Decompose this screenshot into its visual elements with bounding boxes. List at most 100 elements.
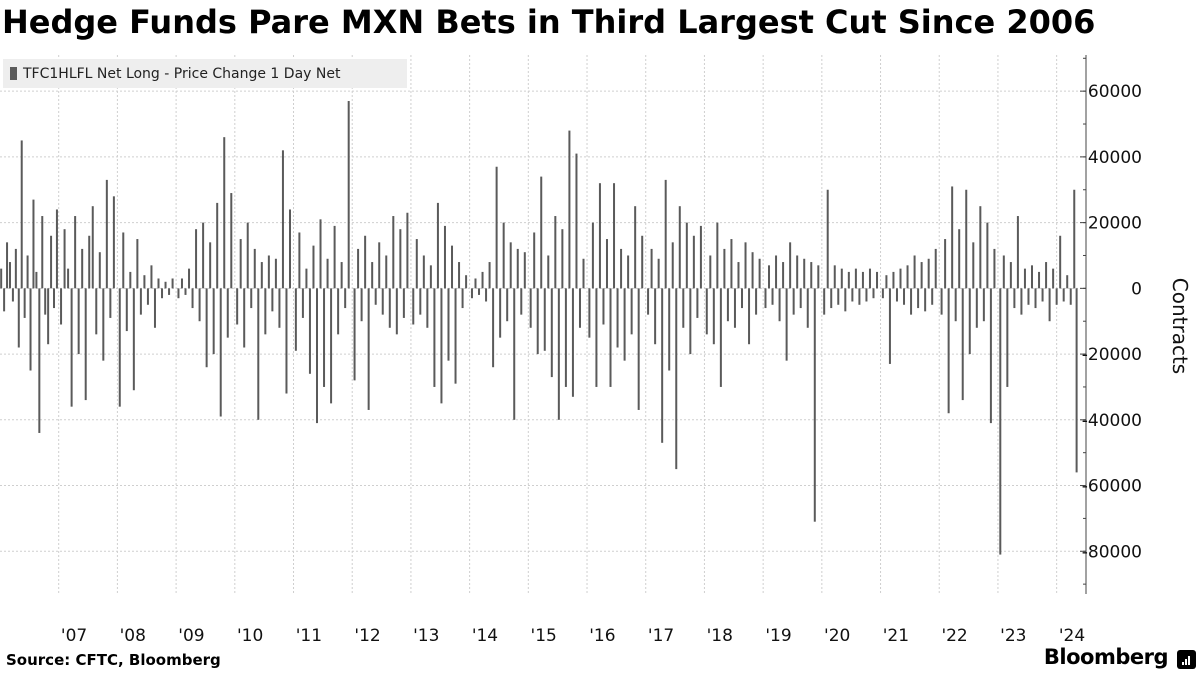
bar <box>371 262 374 289</box>
bar <box>1052 268 1055 289</box>
bar <box>367 288 370 410</box>
x-tick-label: '09 <box>178 626 204 646</box>
bar <box>516 248 519 289</box>
bar <box>529 288 532 328</box>
bar <box>881 288 884 299</box>
bar <box>41 216 44 289</box>
bar <box>726 288 729 322</box>
bar <box>112 196 115 289</box>
y-tick-label: -20000 <box>1082 345 1142 365</box>
bar <box>312 245 315 289</box>
bar <box>506 288 509 322</box>
bar <box>650 248 653 289</box>
bar <box>315 288 318 424</box>
bar <box>588 288 591 338</box>
bar <box>478 288 481 295</box>
bar <box>668 288 671 371</box>
bar <box>613 183 616 289</box>
bar <box>513 288 516 420</box>
bar <box>623 288 626 361</box>
bar <box>920 262 923 289</box>
bar <box>451 245 454 289</box>
bar <box>865 288 868 302</box>
bar <box>492 288 495 368</box>
bar <box>161 288 164 299</box>
bar <box>164 281 167 289</box>
bar <box>899 268 902 289</box>
bar <box>67 268 70 289</box>
bar <box>598 183 601 289</box>
bar <box>288 209 291 289</box>
x-tick-label: '23 <box>1000 626 1026 646</box>
bar <box>447 288 450 361</box>
bar <box>364 235 367 289</box>
bar <box>243 288 246 348</box>
bar <box>692 235 695 289</box>
bar <box>1030 265 1033 289</box>
bar <box>139 288 142 315</box>
bar <box>330 288 333 404</box>
bar <box>257 288 260 420</box>
bar <box>23 288 26 318</box>
bar <box>239 239 242 289</box>
bar <box>436 202 439 289</box>
bar <box>1062 288 1065 302</box>
x-tick-label: '16 <box>589 626 615 646</box>
bar <box>406 212 409 289</box>
bar <box>888 288 891 364</box>
bar <box>385 255 388 289</box>
bar <box>1038 271 1041 289</box>
bar <box>226 288 229 338</box>
bar <box>602 288 605 325</box>
bar <box>741 288 744 309</box>
bar <box>118 288 121 407</box>
y-tick-label: 20000 <box>1088 214 1142 234</box>
bar <box>764 288 767 309</box>
bar <box>972 242 975 289</box>
bar <box>267 255 270 289</box>
bar <box>488 262 491 289</box>
bar <box>582 258 585 289</box>
x-tick-label: '08 <box>120 626 146 646</box>
x-tick-label: '17 <box>648 626 674 646</box>
bar <box>44 288 47 315</box>
bar <box>716 222 719 289</box>
bar <box>333 225 336 289</box>
bar <box>823 288 826 315</box>
bar <box>294 288 297 351</box>
bar <box>340 262 343 289</box>
gridlines <box>0 55 1086 594</box>
bar <box>689 288 692 355</box>
bar <box>858 288 861 305</box>
bar <box>60 288 63 325</box>
bar <box>326 258 329 289</box>
bar <box>810 262 813 289</box>
bar <box>851 288 854 302</box>
bar <box>1006 288 1009 387</box>
bar <box>132 288 135 391</box>
bar <box>989 288 992 424</box>
bar <box>474 278 477 289</box>
bar <box>1066 275 1069 289</box>
x-tick-label: '07 <box>61 626 87 646</box>
bar <box>392 216 395 289</box>
bar <box>1045 262 1048 289</box>
bar <box>443 225 446 289</box>
bar <box>260 262 263 289</box>
bar <box>751 252 754 289</box>
bar <box>803 258 806 289</box>
bar <box>986 222 989 289</box>
bar <box>575 153 578 289</box>
x-tick-label: '19 <box>765 626 791 646</box>
bar <box>813 288 816 522</box>
bar <box>789 242 792 289</box>
bar <box>157 278 160 289</box>
bar <box>826 189 829 289</box>
bar <box>671 242 674 289</box>
bar <box>63 229 66 289</box>
bar <box>892 271 895 289</box>
bar <box>1020 288 1023 315</box>
bar <box>499 288 502 338</box>
bar <box>230 193 233 289</box>
bar <box>1013 288 1016 309</box>
